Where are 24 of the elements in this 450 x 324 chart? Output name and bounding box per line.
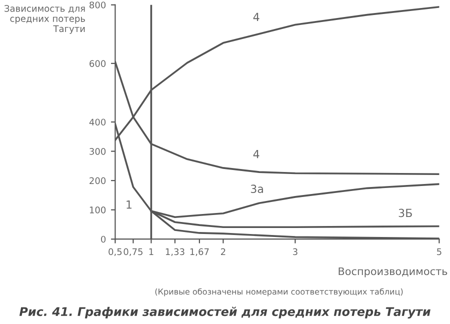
series-label: 3Б — [398, 208, 412, 218]
x-tick-label: 1,33 — [166, 248, 184, 256]
x-tick-label: 1 — [149, 248, 154, 255]
y-tick-label: 0 — [101, 236, 106, 243]
x-tick-label: 2 — [220, 248, 226, 255]
series-label: 1 — [126, 200, 132, 209]
text: (Кривые обозначены номерами соответствующих таблиц) — [155, 288, 403, 296]
x-axis-title: Воспроизводимость — [338, 267, 448, 278]
y-tick-label: 300 — [90, 148, 106, 155]
series-label: 3а — [250, 184, 263, 194]
x-tick-label: 1,67 — [190, 248, 209, 256]
x-tick-label: 5 — [437, 248, 442, 256]
y-tick-label: 800 — [90, 2, 106, 8]
y-tick-label: 400 — [89, 118, 106, 126]
y-tick-label: 600 — [90, 60, 106, 67]
text: Рис. 41. Графики зависимостей для средних потерь Тагути — [19, 306, 430, 319]
x-tick-label: 0,75 — [124, 248, 142, 256]
y-tick-label: 200 — [90, 177, 106, 184]
y-tick-label: 100 — [90, 206, 106, 214]
x-tick-label: 0,5 — [108, 248, 122, 256]
y-axis-title: Зависимость для средних потерь Тагути — [4, 5, 85, 34]
series-label: 4 — [253, 150, 260, 158]
series-label: 4 — [253, 12, 260, 21]
x-tick-label: 3 — [293, 248, 298, 256]
